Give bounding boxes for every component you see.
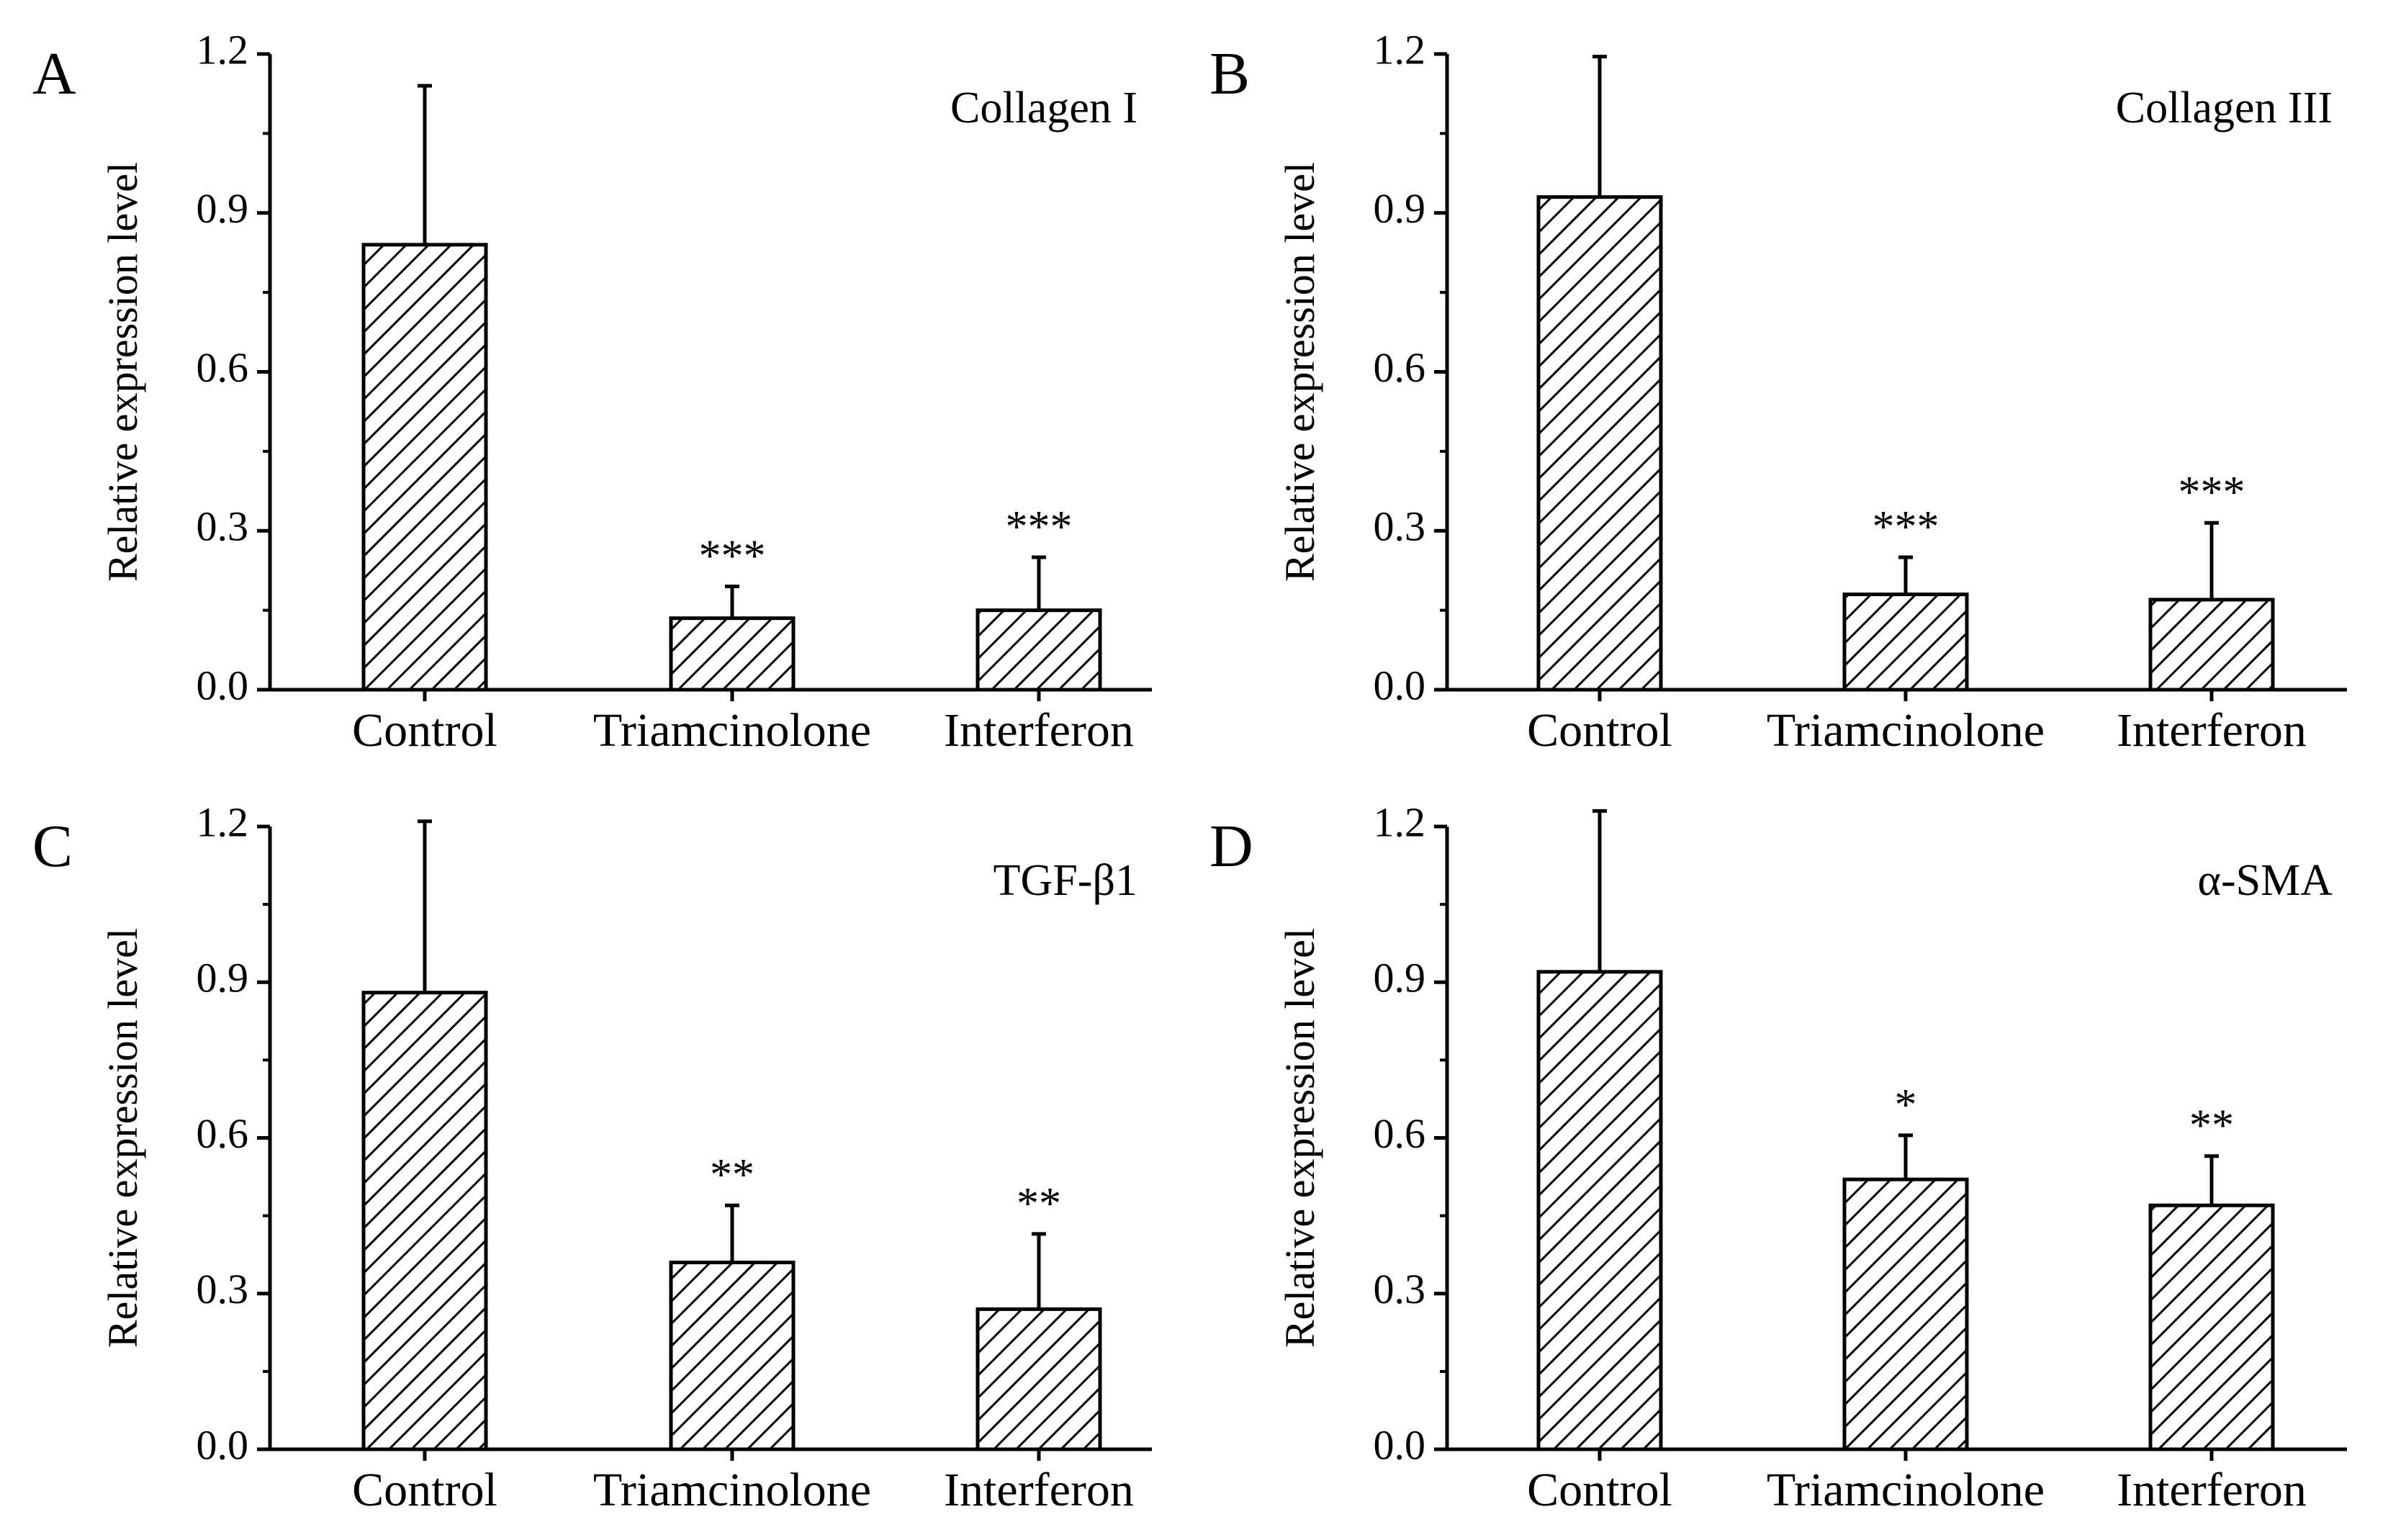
- panel-d: Dα-SMA Relative expression level 0.0 0.3 0.6…: [1209, 798, 2347, 1516]
- significance-marker: ***: [699, 532, 766, 581]
- y-tick-label: 0.3: [197, 1266, 249, 1312]
- y-tick-label: 0.0: [1374, 1421, 1426, 1468]
- x-tick-label: Control: [352, 1464, 497, 1516]
- bar-control: [361, 991, 488, 1451]
- y-axis-label: Relative expression level: [1276, 928, 1323, 1348]
- x-tick-label: Interferon: [2117, 704, 2307, 757]
- bar-control: [1536, 195, 1663, 692]
- x-tick-label: Control: [1527, 704, 1672, 757]
- x-tick-label: Control: [352, 704, 497, 757]
- y-tick-label: 0.6: [197, 1110, 249, 1157]
- chart-title: TGF-β1: [994, 856, 1137, 905]
- y-tick-label: 0.3: [1374, 503, 1426, 550]
- y-tick-label: 0.0: [197, 662, 249, 708]
- significance-marker: *: [1895, 1081, 1917, 1130]
- x-tick-label: Triamcinolone: [1767, 1464, 2045, 1516]
- bar-interferon: [976, 1307, 1102, 1451]
- x-tick-label: Triamcinolone: [593, 704, 871, 757]
- y-tick-label: 0.9: [1374, 185, 1426, 232]
- y-tick-label: 0.6: [1374, 344, 1426, 391]
- y-axis-label: Relative expression level: [99, 928, 146, 1348]
- y-tick-label: 0.9: [1374, 955, 1426, 1001]
- y-tick-label: 0.0: [1374, 662, 1426, 708]
- y-axis-label: Relative expression level: [99, 162, 146, 582]
- significance-marker: **: [2189, 1102, 2234, 1151]
- y-tick-label: 0.6: [1374, 1110, 1426, 1157]
- y-tick-label: 0.9: [197, 955, 249, 1001]
- y-tick-label: 0.0: [197, 1421, 249, 1468]
- significance-marker: **: [1017, 1179, 1061, 1228]
- bar-control: [361, 243, 488, 692]
- panel-letter: C: [32, 813, 73, 880]
- chart-title: Collagen III: [2116, 84, 2333, 132]
- bar-triamcinolone: [1842, 593, 1969, 692]
- x-tick-label: Interferon: [944, 704, 1134, 757]
- panel-c: C TGF-β1 Relative expression level 0.0 0.3 0.…: [32, 798, 1152, 1516]
- y-tick-label: 1.2: [1374, 798, 1426, 845]
- bar-interferon: [2148, 1203, 2275, 1451]
- x-tick-label: Interferon: [2117, 1464, 2307, 1516]
- y-tick-label: 1.2: [197, 26, 249, 73]
- panel-letter: A: [32, 40, 76, 107]
- bar-triamcinolone: [669, 1261, 796, 1451]
- y-tick-label: 1.2: [197, 798, 249, 845]
- significance-marker: ***: [2179, 468, 2245, 517]
- significance-marker: ***: [1873, 503, 1939, 551]
- bar-interferon: [976, 608, 1102, 692]
- x-tick-label: Interferon: [944, 1464, 1134, 1516]
- y-tick-label: 0.3: [197, 503, 249, 550]
- y-tick-label: 0.9: [197, 185, 249, 232]
- panel-letter: B: [1209, 40, 1250, 107]
- significance-marker: ***: [1006, 503, 1073, 551]
- x-tick-label: Triamcinolone: [1767, 704, 2045, 757]
- bar-triamcinolone: [669, 616, 796, 692]
- chart-title: α-SMA: [2197, 856, 2333, 905]
- chart-title: Collagen I: [950, 84, 1137, 132]
- panel-b: B Collagen III Relative expression level 0.…: [1209, 26, 2347, 757]
- significance-marker: **: [710, 1151, 754, 1199]
- y-tick-label: 1.2: [1374, 26, 1426, 73]
- panel-a: A Collagen I Relative expression level 0.0 0…: [32, 26, 1152, 757]
- y-axis-label: Relative expression level: [1276, 162, 1323, 582]
- bar-control: [1536, 970, 1663, 1451]
- x-tick-label: Control: [1527, 1464, 1672, 1516]
- panel-letter: D: [1209, 813, 1253, 880]
- x-tick-label: Triamcinolone: [593, 1464, 871, 1516]
- y-tick-label: 0.6: [197, 344, 249, 391]
- y-tick-label: 0.3: [1374, 1266, 1426, 1312]
- bar-triamcinolone: [1842, 1177, 1969, 1451]
- bar-interferon: [2148, 598, 2275, 692]
